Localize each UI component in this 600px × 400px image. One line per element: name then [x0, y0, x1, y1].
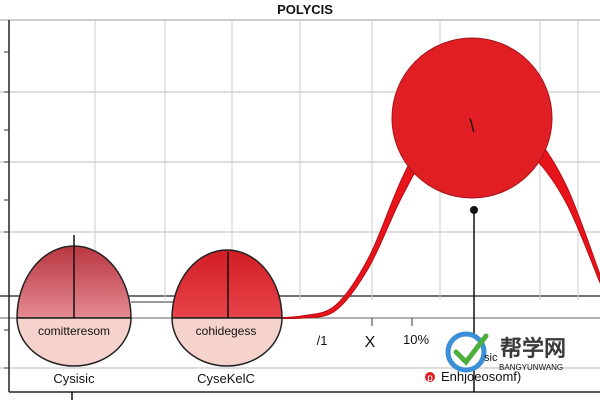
chart-title: POLYCIS [277, 2, 333, 17]
x-tick-label: 10% [403, 332, 429, 347]
y-ticks [4, 51, 9, 369]
middle-sphere-bottom [171, 317, 283, 367]
annotation-marker-letter: p [427, 373, 433, 384]
watermark-logo-icon [445, 331, 487, 373]
large-circle-glyph: \ [469, 116, 474, 136]
large-circle [391, 37, 553, 199]
watermark-check-icon [453, 333, 489, 366]
watermark-subtext: BANGYUNWANG [499, 363, 563, 372]
left-sphere-caption: Cysisic [53, 371, 95, 386]
watermark-text: 帮学网 [500, 336, 566, 362]
middle-sphere: cohidegess CyseKelC [171, 249, 283, 386]
middle-sphere-top [171, 249, 283, 319]
x-tick-label: /1 [317, 333, 328, 348]
left-sphere-label: comitteresom [38, 324, 110, 338]
middle-sphere-label: cohidegess [196, 324, 257, 338]
annotation-marker [425, 372, 435, 382]
watermark-suffix: sic [484, 352, 498, 364]
x-tick-label: X [365, 334, 376, 351]
series-curve [269, 99, 600, 320]
watermark: sic 帮学网 BANGYUNWANG [445, 331, 566, 373]
left-sphere-bottom [16, 317, 132, 367]
annotation-text: Enhjoeosomf) [441, 369, 521, 384]
left-sphere: comitteresom Cysisic [16, 235, 176, 386]
x-ticks: /1 X 10% [317, 318, 429, 351]
middle-sphere-caption: CyseKelC [197, 371, 255, 386]
large-circle-point [470, 206, 478, 214]
large-bubble: \ [391, 37, 553, 392]
